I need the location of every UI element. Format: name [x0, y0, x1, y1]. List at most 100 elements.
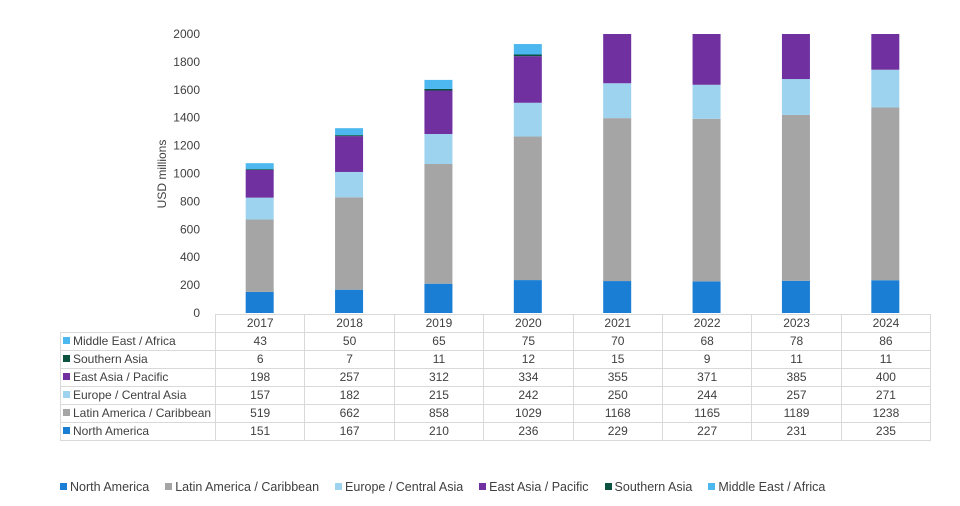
- legend-item: Latin America / Caribbean: [165, 480, 319, 494]
- bar-segment-europe-central-asia-2018: [335, 171, 364, 198]
- legend: North America Latin America / Caribbean Eu…: [60, 480, 825, 494]
- table-cell: 662: [304, 404, 395, 423]
- bar-segment-southern-asia-2017: [245, 169, 274, 171]
- series-name: Europe / Central Asia: [73, 388, 187, 402]
- table-cell: 236: [483, 422, 574, 441]
- series-name: East Asia / Pacific: [73, 370, 169, 384]
- bar-segment-north-america-2017: [245, 291, 274, 313]
- series-swatch-icon: [63, 355, 70, 363]
- legend-item: Southern Asia: [604, 480, 692, 494]
- bar-segment-southern-asia-2022: [693, 32, 721, 33]
- table-cell: 334: [483, 368, 574, 387]
- bar-segment-southern-asia-2024: [871, 12, 899, 14]
- bar-segment-latin-america-caribbean-2019: [424, 164, 453, 284]
- series-name: Middle East / Africa: [73, 334, 176, 348]
- bar-segment-latin-america-caribbean-2021: [603, 118, 632, 282]
- bar-segment-southern-asia-2023: [782, 24, 810, 26]
- bar-segment-middle-east-africa-2021: [603, 22, 631, 32]
- y-tick-label: 1000: [173, 167, 200, 181]
- series-swatch-icon: [63, 409, 70, 417]
- legend-item: North America: [60, 480, 149, 494]
- series-name: North America: [73, 424, 150, 438]
- bar-segment-southern-asia-2021: [603, 32, 631, 34]
- bar-segment-europe-central-asia-2024: [871, 69, 900, 108]
- legend-swatch-icon: [708, 482, 716, 490]
- table-cell: 231: [751, 422, 842, 441]
- y-tick-label: 1400: [173, 111, 200, 125]
- table-cell: 65: [393, 332, 485, 351]
- legend-swatch-icon: [60, 482, 67, 490]
- table-cell: 11: [751, 350, 842, 369]
- table-cell: 210: [393, 422, 485, 441]
- table-cell: 167: [304, 422, 395, 441]
- table-cell: 12: [483, 350, 574, 369]
- bar-segment-europe-central-asia-2019: [424, 134, 453, 165]
- bar-segment-north-america-2021: [603, 281, 632, 313]
- series-swatch-icon: [63, 391, 70, 399]
- bar-segment-middle-east-africa-2018: [335, 128, 364, 136]
- table-cell: 1165: [661, 404, 753, 423]
- bar-segment-middle-east-africa-2020: [513, 44, 542, 55]
- table-cell: 400: [840, 368, 932, 387]
- y-tick-label: 200: [180, 278, 200, 292]
- bar-segment-north-america-2018: [335, 289, 364, 313]
- bar-segment-middle-east-africa-2022: [693, 22, 721, 31]
- bar-segment-east-asia-pacific-2022: [692, 34, 721, 85]
- table-row: East Asia / Pacific 198 257 312 334 355 371 385…: [60, 368, 932, 387]
- table-cell: 198: [214, 368, 306, 387]
- table-cell: 70: [572, 332, 663, 351]
- bar-segment-east-asia-pacific-2020: [513, 56, 542, 103]
- table-row: Southern Asia 6 7 11 12 15 9 11 11: [60, 350, 932, 369]
- x-tick-label: 2020: [483, 314, 574, 333]
- legend-item: Middle East / Africa: [708, 480, 825, 494]
- table-cell: 11: [840, 350, 932, 369]
- bar-segment-latin-america-caribbean-2022: [692, 118, 721, 282]
- table-cell: 75: [483, 332, 574, 351]
- table-cell: 385: [751, 368, 842, 387]
- table-cell: 15: [572, 350, 663, 369]
- table-row: Middle East / Africa 43 50 65 75 70 68 78 86: [60, 332, 932, 351]
- bar-segment-east-asia-pacific-2018: [335, 136, 364, 172]
- table-cell: 1168: [572, 404, 663, 423]
- bar-segment-europe-central-asia-2020: [513, 102, 542, 137]
- table-cell: 68: [661, 332, 753, 351]
- bar-segment-europe-central-asia-2017: [245, 197, 274, 220]
- table-cell: 43: [214, 332, 306, 351]
- table-cell: 7: [304, 350, 395, 369]
- table-cell: 11: [393, 350, 485, 369]
- table-corner: [61, 315, 216, 333]
- bar-segment-north-america-2020: [513, 280, 542, 313]
- series-swatch-icon: [63, 337, 70, 345]
- series-swatch-icon: [63, 427, 70, 435]
- table-cell: 50: [304, 332, 395, 351]
- x-tick-label: 2019: [393, 314, 485, 333]
- bar-segment-europe-central-asia-2021: [603, 83, 632, 119]
- row-label: Middle East / Africa: [60, 332, 216, 351]
- table-cell: 227: [661, 422, 753, 441]
- table-cell: 78: [751, 332, 842, 351]
- legend-label: East Asia / Pacific: [489, 480, 589, 494]
- bar-segment-east-asia-pacific-2017: [245, 170, 274, 198]
- series-name: Southern Asia: [73, 352, 148, 366]
- y-tick-label: 1600: [173, 83, 200, 97]
- legend-label: Latin America / Caribbean: [175, 480, 320, 494]
- table-cell: 257: [751, 386, 842, 405]
- bar-segment-north-america-2019: [424, 283, 453, 313]
- legend-item: Europe / Central Asia: [335, 480, 463, 494]
- row-label: Southern Asia: [60, 350, 216, 369]
- bar-segment-north-america-2023: [781, 280, 810, 313]
- bar-segment-north-america-2022: [692, 281, 721, 313]
- bar-segment-latin-america-caribbean-2017: [245, 219, 274, 292]
- bar-segment-latin-america-caribbean-2020: [513, 136, 542, 281]
- table-cell: 244: [661, 386, 753, 405]
- table-cell: 1029: [483, 404, 574, 423]
- bar-segment-east-asia-pacific-2023: [781, 34, 810, 80]
- legend-label: Middle East / Africa: [718, 480, 826, 494]
- y-tick-label: 2000: [173, 27, 200, 41]
- table-cell: 1238: [840, 404, 932, 423]
- table-header-row: 2017 2018 2019 2020 2021 2022 2023 2024: [61, 314, 932, 333]
- bar-segment-europe-central-asia-2022: [692, 84, 721, 119]
- table-cell: 271: [840, 386, 932, 405]
- y-axis-label: USD millions: [155, 140, 169, 209]
